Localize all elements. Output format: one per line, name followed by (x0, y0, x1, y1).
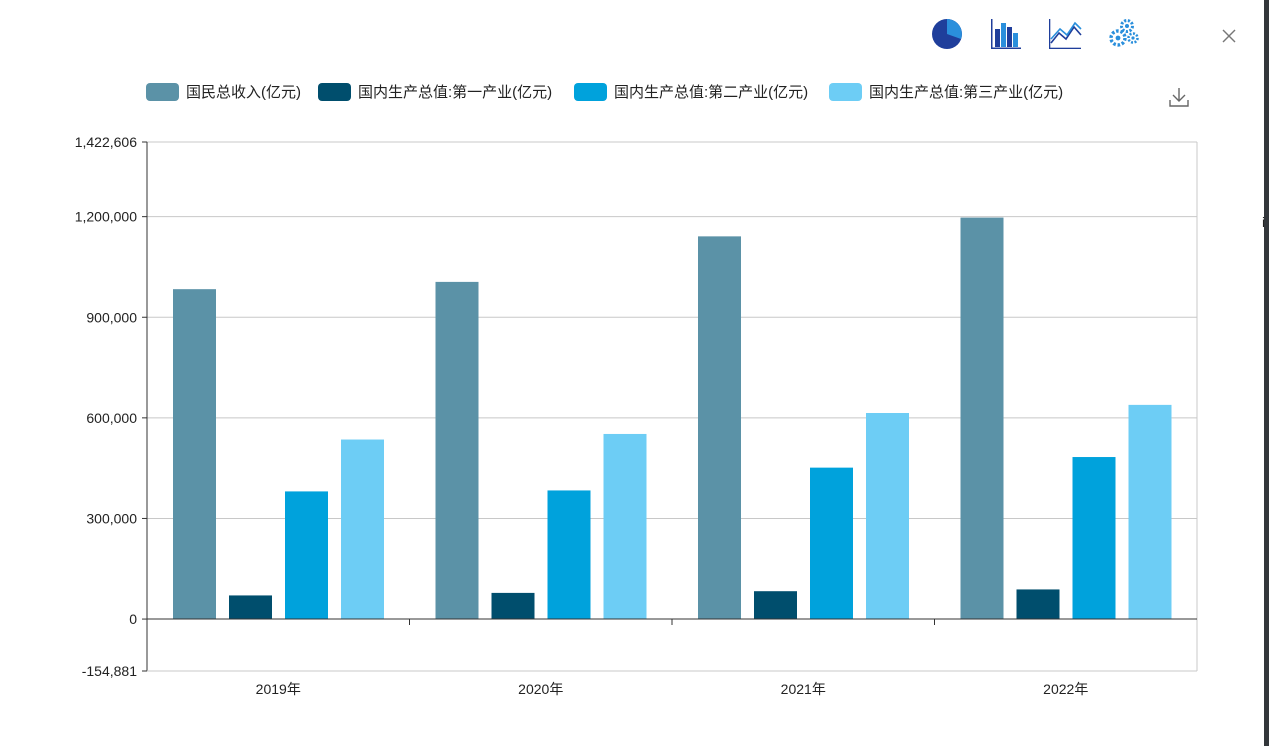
bar[interactable] (547, 490, 591, 620)
edge-text-glyph: i (1262, 214, 1265, 230)
bar[interactable] (229, 595, 272, 620)
close-icon (1222, 29, 1236, 43)
bar[interactable] (1072, 457, 1116, 620)
bar[interactable] (1128, 404, 1172, 620)
line-chart-button[interactable] (1043, 14, 1087, 54)
line-chart-icon (1049, 19, 1082, 49)
window-edge (1264, 0, 1269, 746)
bar[interactable] (866, 413, 909, 620)
y-tick-label: 1,200,000 (75, 209, 137, 225)
legend-item[interactable]: 国民总收入(亿元) (146, 83, 301, 101)
y-tick-label: 0 (129, 611, 137, 627)
legend-label: 国内生产总值:第三产业(亿元) (869, 83, 1063, 101)
chart-toolbar (925, 14, 1146, 54)
legend-item[interactable]: 国内生产总值:第二产业(亿元) (574, 83, 808, 101)
x-tick-label: 2021年 (781, 681, 826, 697)
settings-button[interactable] (1102, 14, 1146, 54)
close-button[interactable] (1215, 22, 1243, 50)
pie-chart-button[interactable] (925, 14, 969, 54)
y-axis: 1,422,606 1,200,000 900,000 600,000 300,000 0… (75, 134, 148, 679)
bar[interactable] (173, 289, 216, 620)
legend-label: 国民总收入(亿元) (186, 84, 301, 101)
y-tick-label: 300,000 (86, 510, 137, 526)
bars (173, 217, 1172, 620)
bar[interactable] (491, 592, 535, 620)
x-tick-label: 2019年 (256, 681, 301, 697)
bar[interactable] (435, 281, 479, 620)
download-icon (1169, 88, 1189, 107)
bar[interactable] (754, 591, 797, 620)
x-tick-label: 2020年 (518, 681, 563, 697)
x-axis: 2019年 2020年 2021年 2022年 (147, 618, 1197, 697)
bar[interactable] (698, 236, 741, 620)
x-tick-label: 2022年 (1043, 681, 1088, 697)
legend-swatch (146, 83, 179, 101)
legend-label: 国内生产总值:第一产业(亿元) (358, 83, 552, 101)
bar-chart-icon (991, 19, 1021, 49)
bar[interactable] (341, 439, 384, 620)
pie-chart-icon (932, 19, 962, 49)
settings-gears-icon (1109, 19, 1139, 47)
bar[interactable] (960, 217, 1004, 620)
y-tick-label: 1,422,606 (75, 134, 137, 150)
download-button[interactable] (1163, 82, 1195, 112)
y-tick-label: 900,000 (86, 309, 137, 325)
bar[interactable] (603, 433, 647, 620)
legend-item[interactable]: 国内生产总值:第一产业(亿元) (318, 83, 552, 101)
legend[interactable]: 国民总收入(亿元) 国内生产总值:第一产业(亿元) 国内生产总值:第二产业(亿元) 国… (146, 83, 1063, 101)
bar-chart-button[interactable] (984, 14, 1028, 54)
legend-swatch (829, 83, 862, 101)
legend-item[interactable]: 国内生产总值:第三产业(亿元) (829, 83, 1063, 101)
legend-swatch (318, 83, 351, 101)
y-tick-label: 600,000 (86, 410, 137, 426)
bar[interactable] (810, 467, 853, 620)
bar[interactable] (1016, 589, 1060, 620)
legend-label: 国内生产总值:第二产业(亿元) (614, 83, 808, 101)
legend-swatch (574, 83, 607, 101)
y-tick-label: -154,881 (82, 663, 137, 679)
bar[interactable] (285, 491, 328, 620)
